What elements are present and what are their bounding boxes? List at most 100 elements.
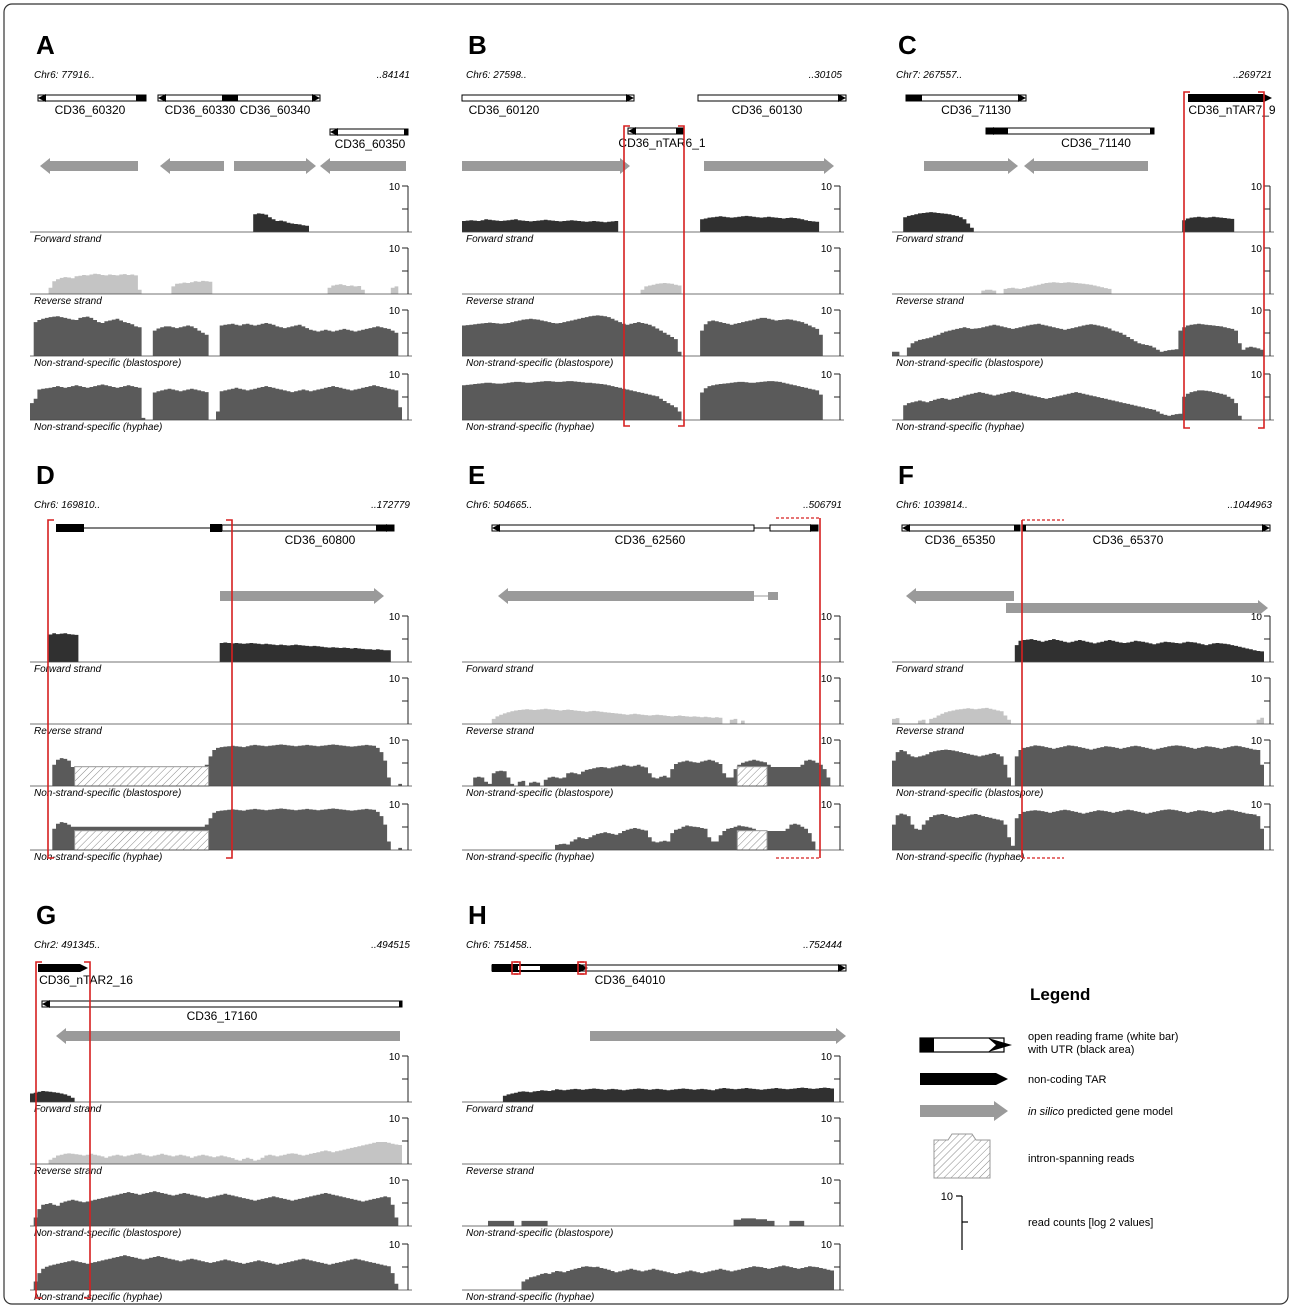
coverage-hyphae	[30, 1255, 402, 1290]
orf-g-head	[42, 1000, 50, 1008]
legend-intron-symbol	[933, 1133, 991, 1179]
track-forward: 10 Forward strand	[462, 182, 844, 245]
gene-annotations: CD36_65350 CD36_65370	[901, 519, 1271, 859]
orf-a1-utr	[136, 95, 146, 101]
axis-max-label: 10	[389, 1240, 401, 1251]
coverage-blasto	[30, 1191, 402, 1226]
orf-b3-head	[628, 127, 636, 135]
track-hyphae: 10 Non-strand-specific (hyphae)	[462, 1240, 844, 1303]
legend-ntar-label: non-coding TAR	[1028, 1074, 1107, 1086]
legend-insilico-italic: in silico	[1028, 1106, 1064, 1118]
gene-label: CD36_nTAR6_1	[618, 136, 705, 150]
gene-label: CD36_60340	[240, 103, 311, 117]
orf-a4-head	[330, 128, 338, 136]
orf-e1	[491, 524, 755, 532]
orf-c2-utr	[986, 128, 1008, 134]
track-label-blasto: Non-strand-specific (blastospore)	[34, 1228, 181, 1239]
axis-max-label: 10	[389, 800, 401, 811]
track-forward: 10 Forward strand	[462, 612, 844, 675]
gene-label: CD36_nTAR2_16	[39, 973, 133, 987]
gene-model-exon	[768, 592, 778, 600]
gene-label: CD36_17160	[187, 1009, 258, 1023]
legend-readcounts-label: read counts [log 2 values]	[1028, 1217, 1153, 1229]
coverage-hyphae	[30, 384, 402, 420]
orf-e2-head	[810, 524, 818, 532]
orf-b2	[697, 94, 847, 102]
legend-orf-line-2: with UTR (black area)	[1027, 1044, 1134, 1056]
orf-a3-utr	[230, 95, 238, 101]
gene-label: CD36_62560	[615, 533, 686, 547]
panel-location-end: ..84141	[377, 70, 410, 81]
highlight-box-left	[35, 961, 42, 1299]
track-hyphae: 10 Non-strand-specific (hyphae)	[892, 370, 1274, 433]
coverage-hyphae	[462, 381, 834, 420]
coverage-reverse	[30, 1142, 402, 1164]
exon-d2	[210, 524, 222, 532]
gene-model	[320, 158, 406, 174]
track-blasto: 10 Non-strand-specific (blastospore)	[462, 736, 844, 799]
axis-max-label: 10	[821, 612, 833, 623]
panel-location-end: ..506791	[803, 500, 842, 511]
intron-reads-blasto	[736, 766, 768, 787]
track-reverse: 10 Reverse strand	[892, 244, 1274, 307]
orf-a2-utr	[222, 95, 230, 101]
gene-label: CD36_60800	[285, 533, 356, 547]
intron-reads-blasto	[74, 766, 210, 787]
exon-d1	[56, 524, 84, 532]
orf-f2-head	[1262, 524, 1270, 532]
coverage-forward	[892, 639, 1264, 662]
panel-b: B Chr6: 27598.. ..30105 10 Forward strand 10 R…	[461, 30, 847, 433]
legend-title: Legend	[1030, 985, 1090, 1004]
track-label-forward: Forward strand	[34, 234, 102, 245]
axis-max-label: 10	[389, 244, 401, 255]
panel-location-start: Chr2: 491345..	[34, 940, 100, 951]
highlight-box-left	[623, 125, 630, 427]
legend: Legend open reading frame (white bar) wit…	[919, 985, 1178, 1250]
coverage-forward	[892, 212, 1264, 232]
track-label-blasto: Non-strand-specific (blastospore)	[466, 358, 613, 369]
panel-location-end: ..752444	[803, 940, 842, 951]
panel-letter-d: D	[36, 460, 55, 490]
coverage-forward	[462, 215, 834, 232]
coverage-forward	[30, 633, 402, 662]
axis-max-label: 10	[1251, 182, 1263, 193]
axis-max-label: 10	[389, 306, 401, 317]
axis-max-label: 10	[389, 1052, 401, 1063]
panel-letter-b: B	[468, 30, 487, 60]
track-reverse: 10 Reverse strand	[30, 244, 412, 307]
track-forward: 10 Forward strand	[462, 1052, 844, 1115]
coverage-forward	[462, 1087, 834, 1102]
highlight-box-left	[47, 519, 54, 859]
legend-insilico-label: in silico predicted gene model	[1028, 1106, 1173, 1118]
gene-label: CD36_60120	[469, 103, 540, 117]
panel-location-end: ..494515	[371, 940, 410, 951]
track-forward: 10 Forward strand	[892, 612, 1274, 675]
coverage-reverse	[30, 273, 402, 294]
track-label-hyphae: Non-strand-specific (hyphae)	[896, 422, 1024, 433]
panel-location-start: Chr6: 27598..	[466, 70, 527, 81]
track-label-reverse: Reverse strand	[896, 296, 964, 307]
highlight-bracket-right	[514, 961, 521, 975]
axis-max-label: 10	[389, 736, 401, 747]
panel-location-end: ..269721	[1233, 70, 1272, 81]
track-forward: 10 Forward strand	[30, 1052, 412, 1115]
panel-location-start: Chr6: 77916..	[34, 70, 95, 81]
track-forward: 10 Forward strand	[892, 182, 1274, 245]
orf-d-utr	[376, 525, 394, 531]
legend-ntar-symbol	[920, 1073, 1008, 1085]
track-label-forward: Forward strand	[466, 1104, 534, 1115]
track-hyphae: 10 Non-strand-specific (hyphae)	[30, 800, 412, 863]
track-label-forward: Forward strand	[466, 664, 534, 675]
orf-a2-head	[158, 94, 166, 102]
panel-location-end: ..1044963	[1228, 500, 1273, 511]
coverage-blasto	[462, 1218, 834, 1226]
track-hyphae: 10 Non-strand-specific (hyphae)	[30, 370, 412, 433]
gene-annotations: CD36_62560	[491, 517, 821, 859]
track-label-forward: Forward strand	[34, 664, 102, 675]
track-blasto: 10 Non-strand-specific (blastospore)	[462, 306, 844, 369]
track-label-blasto: Non-strand-specific (blastospore)	[34, 358, 181, 369]
track-label-hyphae: Non-strand-specific (hyphae)	[34, 1292, 162, 1303]
